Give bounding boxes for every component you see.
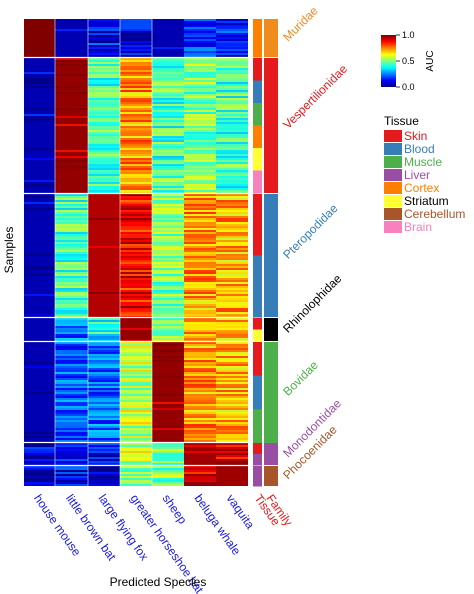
- tissue-annotation-cell: [253, 329, 262, 342]
- heatmap-cell-rhinolophidae-0: [24, 318, 55, 341]
- legend-item-muscle: Muscle: [384, 155, 442, 169]
- tissue-annotation-cell: [253, 318, 262, 330]
- legend-item-label: Liver: [404, 168, 430, 182]
- family-label-vespertilionidae: Vespertilionidae: [280, 62, 350, 132]
- colorbar-gradient: [381, 35, 396, 87]
- legend-item-liver: Liver: [384, 168, 430, 182]
- family-label-muridae: Muridae: [280, 3, 321, 44]
- legend-item-label: Cortex: [404, 181, 439, 195]
- heatmap-cell-muridae-0: [24, 19, 55, 57]
- colorbar: 1.0 0.5 0.0 AUC: [381, 30, 436, 92]
- legend-item-label: Brain: [404, 220, 432, 234]
- legend-item-label: Blood: [404, 142, 435, 156]
- x-tick-sheep: sheep: [160, 492, 190, 527]
- legend-item-skin: Skin: [384, 129, 427, 143]
- tissue-annotation-cell: [253, 148, 262, 171]
- tissue-annotation-cell: [253, 80, 262, 104]
- family-annotation-cell: [264, 466, 278, 486]
- legend-item-label: Muscle: [404, 155, 442, 169]
- y-axis-label: Samples: [2, 227, 16, 274]
- tissue-annotation-cell: [253, 125, 262, 149]
- tissue-annotation-cell: [253, 194, 262, 256]
- tissue-annotation-cell: [253, 409, 262, 444]
- family-label-bovidae: Bovidae: [280, 358, 321, 399]
- colorbar-tick-max: 1.0: [402, 30, 415, 40]
- family-annotation-cell: [264, 19, 278, 57]
- legend-item-blood: Blood: [384, 142, 435, 156]
- family-label-rhinolophidae: Rhinolophidae: [280, 271, 344, 335]
- legend-item-label: Skin: [404, 129, 427, 143]
- legend-item-label: Striatum: [404, 194, 449, 208]
- tissue-annotation-cell: [253, 342, 262, 377]
- heatmap-cell-muridae-4: [152, 19, 184, 57]
- tissue-annotation-cell: [253, 375, 262, 410]
- family-annotation-cell: [264, 58, 278, 193]
- tissue-annotation-cell: [253, 255, 262, 318]
- family-annotation-cell: [264, 318, 278, 341]
- family-label-pteropodidae: Pteropodidae: [280, 201, 341, 262]
- tissue-legend: Tissue SkinBloodMuscleLiverCortexStriatu…: [384, 114, 465, 234]
- legend-item-cerebellum: Cerebellum: [384, 207, 465, 221]
- heatmap-cell-muridae-1: [55, 19, 88, 57]
- tissue-annotation-cell: [253, 466, 262, 487]
- tissue-annotation-cell: [253, 19, 262, 58]
- tissue-annotation-cell: [253, 454, 262, 466]
- colorbar-label: AUC: [425, 50, 436, 71]
- annotation-columns: [253, 19, 278, 487]
- colorbar-tick-min: 0.0: [402, 82, 415, 92]
- legend-item-label: Cerebellum: [404, 207, 465, 221]
- legend-item-cortex: Cortex: [384, 181, 439, 195]
- tissue-annotation-cell: [253, 58, 262, 81]
- family-annotation-cell: [264, 342, 278, 443]
- tissue-annotation-cell: [253, 443, 262, 455]
- x-axis-label: Predicted Species: [110, 575, 207, 589]
- family-annotation-cell: [264, 443, 278, 465]
- family-annotation-cell: [264, 194, 278, 317]
- tissue-annotation-cell: [253, 103, 262, 126]
- colorbar-tick-mid: 0.5: [402, 56, 415, 66]
- tissue-annotation-cell: [253, 170, 262, 194]
- tissue-legend-title: Tissue: [384, 114, 419, 128]
- family-labels: Muridae Vespertilionidae Pteropodidae Rhino…: [280, 3, 350, 482]
- heatmap-cell-phocoenidae-6: [216, 466, 248, 486]
- heatmap-body: [24, 19, 250, 486]
- heatmap-cell-pteropodidae-2: [88, 194, 120, 317]
- legend-item-striatum: Striatum: [384, 194, 449, 208]
- legend-item-brain: Brain: [384, 220, 432, 234]
- x-tick-vaquita: vaquita: [224, 492, 258, 532]
